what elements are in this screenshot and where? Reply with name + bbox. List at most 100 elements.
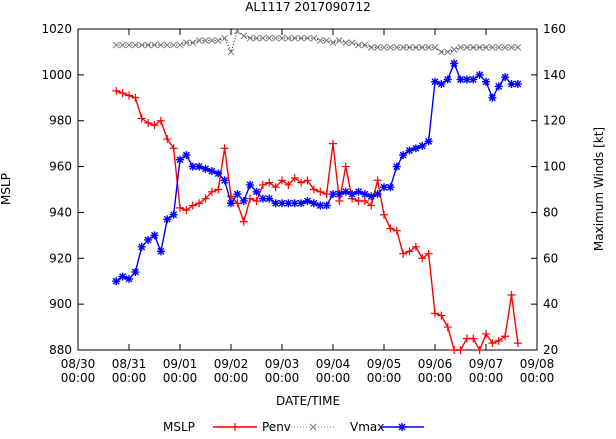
data-point-penv	[290, 174, 299, 183]
data-point-mslp	[387, 43, 394, 51]
data-point-vmax	[182, 151, 191, 160]
data-point-penv	[201, 194, 210, 203]
data-point-penv	[125, 91, 133, 100]
data-point-mslp	[138, 41, 146, 49]
data-point-mslp	[457, 43, 464, 51]
data-point-vmax	[507, 80, 516, 89]
data-point-mslp	[348, 39, 356, 47]
y2-tick-label: 60	[543, 251, 558, 265]
data-point-mslp	[119, 41, 126, 49]
data-point-mslp	[112, 41, 120, 49]
data-point-vmax	[475, 70, 484, 79]
y-tick-label: 920	[49, 251, 72, 265]
y2-tick-label: 80	[543, 205, 558, 219]
data-point-penv	[437, 311, 446, 320]
data-point-vmax	[214, 169, 223, 178]
y-tick-label: 960	[49, 160, 72, 174]
legend-marker	[309, 423, 317, 431]
data-point-mslp	[253, 34, 260, 42]
data-point-vmax	[144, 235, 153, 244]
series-layer	[112, 27, 522, 354]
x-tick-label-date: 09/03	[265, 357, 300, 371]
data-point-vmax	[341, 187, 350, 196]
x-axis-label: DATE/TIME	[276, 394, 340, 408]
series-mslp	[112, 27, 522, 56]
data-point-penv	[112, 86, 121, 95]
data-point-vmax	[386, 183, 395, 192]
data-point-vmax	[456, 75, 465, 84]
x-tick-label-time: 00:00	[316, 371, 351, 385]
legend-marker	[231, 423, 239, 431]
data-point-vmax	[246, 180, 255, 189]
data-point-vmax	[513, 80, 522, 89]
data-point-penv	[443, 323, 452, 332]
data-point-mslp	[304, 34, 311, 42]
data-point-vmax	[488, 93, 497, 102]
data-point-mslp	[476, 43, 483, 51]
data-point-penv	[258, 180, 267, 189]
data-point-penv	[431, 309, 439, 318]
data-point-vmax	[131, 268, 140, 277]
data-point-mslp	[176, 41, 184, 49]
data-point-penv	[278, 176, 286, 185]
data-point-penv	[360, 196, 369, 205]
data-point-vmax	[220, 176, 229, 185]
data-point-mslp	[323, 37, 330, 44]
data-point-mslp	[450, 46, 458, 53]
x-tick-label-time: 00:00	[520, 371, 555, 385]
data-point-vmax	[494, 82, 503, 91]
data-point-mslp	[157, 41, 165, 49]
data-point-mslp	[278, 34, 286, 42]
data-point-mslp	[132, 41, 139, 49]
data-point-penv	[265, 178, 274, 187]
chart-title: AL1117 2017090712	[245, 0, 371, 14]
data-point-penv	[271, 183, 280, 192]
data-point-vmax	[271, 199, 280, 208]
x-tick-label-time: 00:00	[112, 371, 147, 385]
y2-tick-label: 140	[543, 68, 566, 82]
data-point-penv	[252, 196, 261, 205]
data-point-mslp	[151, 41, 158, 49]
data-point-penv	[482, 329, 490, 338]
legend-label: Vmax	[350, 420, 384, 434]
data-point-penv	[494, 336, 503, 345]
data-point-mslp	[163, 41, 171, 49]
series-vmax	[112, 59, 522, 286]
data-point-mslp	[144, 41, 152, 49]
data-point-penv	[329, 139, 337, 148]
data-point-vmax	[163, 215, 172, 224]
data-point-mslp	[214, 37, 222, 44]
data-point-mslp	[259, 34, 267, 42]
x-tick-label-time: 00:00	[469, 371, 504, 385]
data-point-vmax	[284, 199, 293, 208]
data-point-vmax	[462, 75, 471, 84]
data-point-vmax	[322, 201, 331, 210]
data-point-vmax	[125, 274, 133, 283]
legend-label: MSLP	[163, 420, 195, 434]
data-point-vmax	[424, 137, 433, 146]
data-point-mslp	[438, 48, 445, 56]
data-point-mslp	[355, 41, 362, 49]
y2-tick-label: 160	[543, 22, 566, 36]
data-point-mslp	[482, 43, 490, 51]
x-tick-label-date: 08/30	[61, 357, 96, 371]
data-point-vmax	[309, 199, 318, 208]
x-tick-label-time: 00:00	[163, 371, 198, 385]
data-point-vmax	[169, 210, 178, 219]
legend: MSLP Penv Vmax	[163, 420, 424, 434]
data-point-penv	[156, 116, 165, 125]
data-point-mslp	[342, 39, 350, 47]
series-line-mslp	[116, 30, 518, 54]
data-point-vmax	[290, 199, 299, 208]
x-tick-label-date: 09/01	[163, 357, 198, 371]
data-point-vmax	[469, 75, 478, 84]
data-point-penv	[456, 346, 465, 354]
data-point-mslp	[431, 43, 439, 51]
data-point-penv	[386, 224, 395, 233]
data-point-penv	[220, 144, 229, 153]
data-point-mslp	[367, 43, 375, 51]
data-point-vmax	[227, 199, 235, 208]
series-penv	[112, 86, 522, 354]
data-point-penv	[246, 194, 255, 203]
data-point-mslp	[227, 48, 235, 56]
